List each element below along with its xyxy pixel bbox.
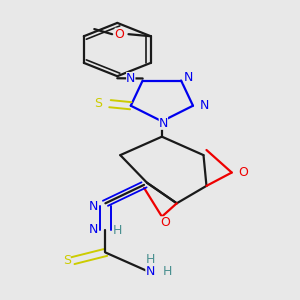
- Text: N: N: [89, 224, 98, 236]
- Text: O: O: [239, 166, 249, 179]
- Text: O: O: [160, 216, 170, 229]
- Text: H: H: [112, 224, 122, 238]
- Text: N: N: [184, 71, 193, 84]
- Text: H: H: [163, 266, 172, 278]
- Text: N: N: [159, 117, 168, 130]
- Text: O: O: [115, 28, 124, 41]
- Text: H: H: [145, 253, 155, 266]
- Text: S: S: [94, 97, 102, 110]
- Text: N: N: [126, 72, 136, 85]
- Text: N: N: [89, 200, 98, 213]
- Text: S: S: [63, 254, 71, 267]
- Text: N: N: [200, 99, 210, 112]
- Text: N: N: [145, 266, 155, 278]
